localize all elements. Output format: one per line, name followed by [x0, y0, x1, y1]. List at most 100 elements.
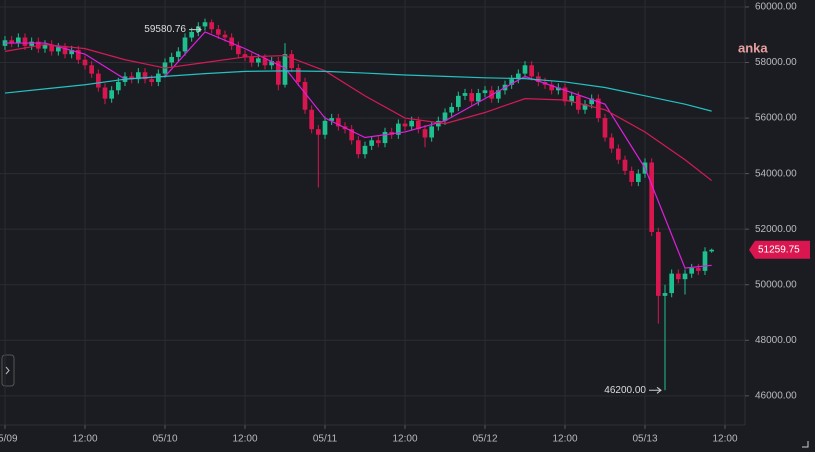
candle-body [556, 87, 561, 91]
candle-body [29, 41, 34, 46]
candle-body [382, 131, 388, 144]
candle-body [202, 22, 208, 27]
candle-body [362, 145, 368, 155]
candle-body [269, 61, 274, 66]
candle-body [49, 44, 54, 52]
resize-corner[interactable] [802, 441, 809, 448]
y-tick-label: 50000.00 [755, 279, 797, 290]
candle-body [296, 68, 301, 82]
candle-body [349, 129, 354, 141]
candle-body [316, 129, 321, 135]
x-tick-label: 12:00 [712, 434, 737, 445]
x-tick-label: 12:00 [72, 434, 97, 445]
y-tick-label: 46000.00 [755, 390, 797, 401]
candle-body [182, 37, 188, 52]
expand-icon [5, 366, 10, 375]
candle-body [436, 120, 441, 127]
candle-body [42, 44, 48, 49]
moving-average-line [4, 70, 712, 112]
candle-body [649, 162, 654, 232]
y-tick-label: 52000.00 [755, 224, 797, 235]
candle-body [376, 140, 381, 144]
candle-body [429, 126, 434, 138]
candle-body [409, 120, 414, 127]
candle-body [476, 93, 481, 102]
high-label: 59580.76 [144, 24, 186, 35]
candle-body [9, 40, 14, 44]
x-tick-label: 05/12 [472, 434, 497, 445]
candle-body [242, 54, 248, 57]
candle-body [262, 58, 268, 66]
candle-body [76, 50, 81, 60]
candle-body [442, 112, 448, 121]
low-arrow [649, 386, 662, 394]
y-tick-label: 56000.00 [755, 113, 797, 124]
candle-body [82, 59, 88, 66]
candle-body [369, 140, 374, 146]
candle-body [662, 293, 668, 296]
y-tick-label: 60000.00 [755, 2, 797, 13]
candle-body [469, 93, 474, 102]
candle-body [142, 72, 148, 80]
candle-body [89, 65, 94, 74]
candle-body [282, 54, 288, 85]
candle-body [396, 123, 401, 135]
candle-body [329, 118, 334, 121]
candle-body [549, 84, 554, 91]
x-tick-label: 12:00 [232, 434, 257, 445]
expand-button[interactable] [1, 354, 15, 387]
candle-body [322, 120, 328, 135]
x-tick-label: 05/11 [313, 434, 338, 445]
candle-body [336, 118, 341, 127]
candle-body [116, 81, 121, 91]
candle-body [462, 93, 468, 96]
y-tick-label: 54000.00 [755, 168, 797, 179]
candle-body [356, 140, 361, 155]
candle-body [702, 251, 708, 271]
candle-body [456, 95, 461, 107]
x-tick-label: 05/13 [632, 434, 657, 445]
candle-body [16, 37, 21, 44]
candle-body [222, 34, 228, 38]
candle-body [582, 104, 588, 110]
candle-body [176, 51, 181, 57]
candle-body [156, 73, 161, 82]
last-price-label: 51259.75 [758, 244, 800, 255]
x-tick-label: 05/10 [152, 434, 177, 445]
candle-body [109, 90, 114, 99]
candle-body [56, 47, 61, 52]
candle-body [102, 87, 108, 99]
candle-body [482, 90, 488, 94]
watermark: anka [738, 40, 768, 55]
candle-body [509, 79, 514, 85]
candle-body [496, 90, 501, 99]
candle-body [602, 118, 608, 138]
candle-body [309, 109, 314, 130]
candle-body [209, 22, 214, 30]
candle-body [522, 65, 528, 74]
x-tick-label: 12:00 [392, 434, 417, 445]
candle-body [609, 137, 614, 149]
candle-body [709, 249, 714, 252]
candle-body [682, 273, 688, 280]
candle-body [656, 231, 661, 296]
candle-body [629, 170, 634, 182]
candle-body [236, 45, 241, 55]
candle-body [136, 72, 141, 80]
moving-average-line [4, 43, 713, 182]
candle-body [562, 87, 568, 102]
candle-body [622, 159, 628, 171]
candle-body [169, 56, 174, 63]
candle-body [449, 106, 454, 113]
candle-body [149, 79, 154, 82]
x-tick-label: 05/09 [0, 434, 18, 445]
candle-body [189, 31, 194, 38]
low-label: 46200.00 [604, 385, 646, 396]
candle-body [289, 54, 294, 69]
candle-body [96, 73, 101, 88]
candle-body [216, 29, 221, 35]
candle-body [529, 65, 534, 77]
candle-body [696, 268, 701, 271]
